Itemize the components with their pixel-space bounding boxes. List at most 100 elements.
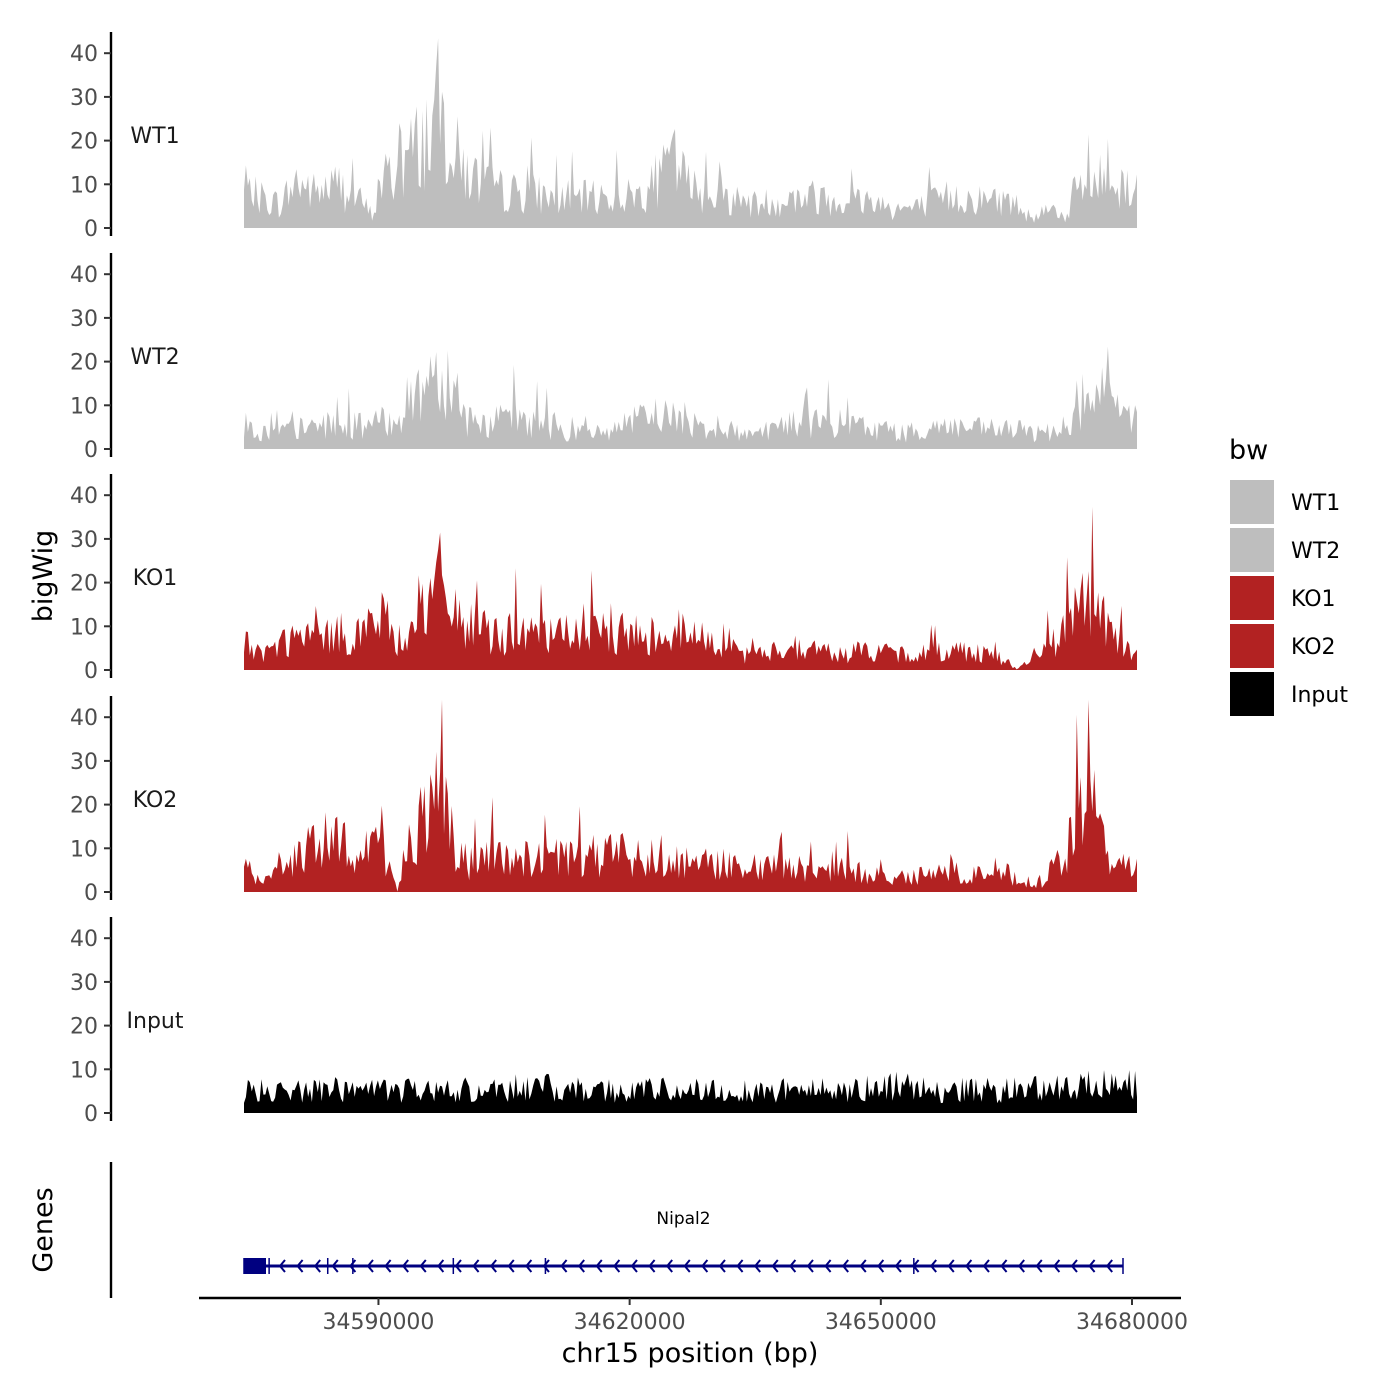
strand-arrow [437,1259,445,1273]
x-tick-label: 34590000 [322,1310,434,1335]
y-tick-label: 40 [70,42,98,67]
strand-arrow [982,1259,990,1273]
strand-arrow [1105,1259,1113,1273]
signal-area-wt1 [244,38,1137,229]
y-tick-label: 30 [70,750,98,775]
strand-arrow [472,1259,480,1273]
x-tick-label: 34620000 [574,1310,686,1335]
strand-arrow [384,1259,392,1273]
y-tick-label: 20 [70,1015,98,1040]
signal-area-ko2 [244,699,1137,892]
signal-area-ko1 [244,506,1137,670]
y-tick-label: 10 [70,1058,98,1083]
legend-swatch [1230,672,1274,716]
strand-arrow [419,1259,427,1273]
track-label-wt2: WT2 [130,345,179,370]
gene-label: Nipal2 [656,1209,710,1229]
signal-area-input [244,1070,1137,1113]
y-tick-label: 10 [70,173,98,198]
gene-exon-block [244,1258,266,1274]
strand-arrow [1035,1259,1043,1273]
strand-arrow [525,1259,533,1273]
track-input: 0 10 20 30 40 Input [70,917,1137,1127]
legend-label: WT1 [1291,491,1340,516]
genes-panel: Genes Nipal2 [28,1162,1124,1298]
strand-arrow [1070,1259,1078,1273]
track-label-ko1: KO1 [133,566,178,591]
strand-arrow [701,1259,709,1273]
legend-items: WT1 WT2 KO1 KO2 Input [1230,480,1348,716]
y-tick-label: 10 [70,394,98,419]
strand-arrow [929,1259,937,1273]
track-label-input: Input [127,1009,184,1034]
strand-arrow [542,1259,550,1273]
y-axis-title: bigWig [28,530,59,623]
y-tick-label: 40 [70,263,98,288]
legend: bw WT1 WT2 KO1 KO2 Input [1229,435,1348,716]
strand-arrow [278,1259,286,1273]
strand-arrow [296,1259,304,1273]
strand-arrow [824,1259,832,1273]
strand-arrow [313,1259,321,1273]
strand-arrow [349,1259,357,1273]
track-label-ko2: KO2 [133,788,178,813]
x-axis: 34590000 34620000 34650000 34680000 chr15 p… [199,1296,1188,1369]
gene-models: Nipal2 [243,1209,1124,1274]
strand-arrow [1088,1259,1096,1273]
strand-arrow [965,1259,973,1273]
strand-arrow [630,1259,638,1273]
legend-label: WT2 [1291,539,1340,564]
track-wt1: 0 10 20 30 40 WT1 [70,32,1137,242]
strand-arrow [560,1259,568,1273]
track-ko1: 0 10 20 30 40 KO1 [70,474,1137,684]
strand-arrow [683,1259,691,1273]
legend-swatch [1230,480,1274,524]
y-tick-label: 10 [70,615,98,640]
track-ko2: 0 10 20 30 40 KO2 [70,696,1137,906]
y-tick-label: 10 [70,837,98,862]
legend-label: Input [1291,683,1348,708]
y-tick-label: 20 [70,794,98,819]
strand-arrow [401,1259,409,1273]
strand-arrow [718,1259,726,1273]
strand-arrow [454,1259,462,1273]
legend-title: bw [1229,435,1268,466]
x-axis-ticks: 34590000 34620000 34650000 34680000 [322,1298,1188,1335]
strand-arrow [648,1259,656,1273]
legend-item-wt2: WT2 [1230,528,1340,572]
y-tick-label: 30 [70,528,98,553]
strand-arrow [859,1259,867,1273]
x-axis-title: chr15 position (bp) [562,1338,819,1369]
bigwig-tracks: 0 10 20 30 40 WT1 0 10 20 30 40 WT2 0 10 20 30 40 KO1 0 10 2… [70,32,1137,1127]
y-tick-label: 40 [70,706,98,731]
legend-item-wt1: WT1 [1230,480,1340,524]
y-tick-label: 40 [70,927,98,952]
track-wt2: 0 10 20 30 40 WT2 [70,253,1137,463]
strand-arrow [789,1259,797,1273]
legend-item-input: Input [1230,672,1348,716]
strand-arrow [753,1259,761,1273]
strand-arrow [665,1259,673,1273]
legend-label: KO2 [1291,635,1336,660]
y-tick-label: 0 [84,217,98,242]
strand-arrow [771,1259,779,1273]
legend-item-ko2: KO2 [1230,624,1336,668]
legend-swatch [1230,576,1274,620]
legend-swatch [1230,624,1274,668]
y-tick-label: 20 [70,572,98,597]
strand-arrow [613,1259,621,1273]
strand-arrow [595,1259,603,1273]
strand-arrow [877,1259,885,1273]
strand-arrow [331,1259,339,1273]
strand-arrow [947,1259,955,1273]
y-tick-label: 30 [70,307,98,332]
signal-area-wt2 [244,346,1137,449]
strand-arrow [1017,1259,1025,1273]
y-tick-label: 30 [70,86,98,111]
strand-arrow [577,1259,585,1273]
strand-arrow [894,1259,902,1273]
strand-arrow [841,1259,849,1273]
